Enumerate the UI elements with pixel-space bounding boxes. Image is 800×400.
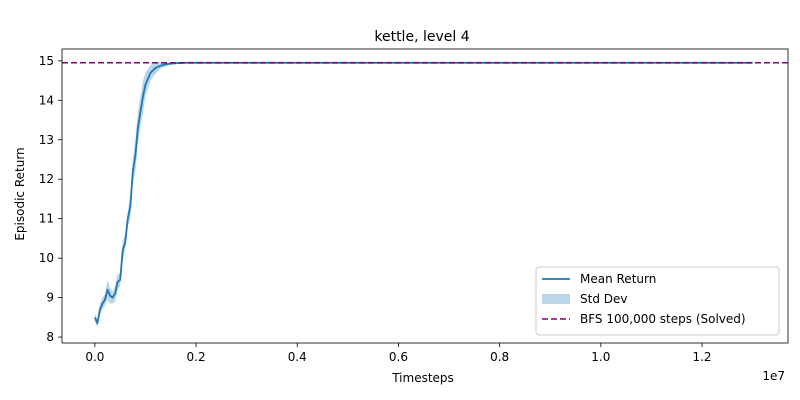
y-tick-label: 15 <box>39 54 54 68</box>
y-tick-label: 12 <box>39 172 54 186</box>
legend-box <box>535 266 780 336</box>
y-tick-label: 9 <box>46 291 54 305</box>
legend-swatch-std-dev <box>542 294 570 304</box>
y-tick-label: 10 <box>39 251 54 265</box>
axes-frame <box>61 48 789 344</box>
legend-label: Mean Return <box>580 272 656 286</box>
y-tick-label: 11 <box>39 212 54 226</box>
x-tick-label: 1.0 <box>591 350 610 364</box>
x-tick-label: 0.2 <box>187 350 206 364</box>
x-tick-label: 0.8 <box>490 350 509 364</box>
x-axis-offset-label: 1e7 <box>762 369 785 383</box>
x-tick-label: 0.0 <box>85 350 104 364</box>
x-tick-label: 1.2 <box>692 350 711 364</box>
x-tick-label: 0.4 <box>288 350 307 364</box>
legend-label: Std Dev <box>580 292 627 306</box>
y-tick-label: 8 <box>46 330 54 344</box>
plot-area <box>61 48 789 344</box>
x-axis: 0.0 0.2 0.4 0.6 0.8 1.0 1.2 <box>85 343 712 364</box>
legend-label: BFS 100,000 steps (Solved) <box>580 312 746 326</box>
chart-title: kettle, level 4 <box>374 29 469 45</box>
x-tick-label: 0.6 <box>389 350 408 364</box>
y-axis-title: Episodic Return <box>13 147 27 240</box>
y-tick-label: 13 <box>39 133 54 147</box>
y-tick-label: 14 <box>39 93 54 107</box>
x-axis-title: Timesteps <box>391 371 454 385</box>
y-axis: 8 9 10 11 12 13 14 15 <box>39 54 62 344</box>
legend: Mean Return Std Dev BFS 100,000 steps (Sol… <box>535 266 780 336</box>
